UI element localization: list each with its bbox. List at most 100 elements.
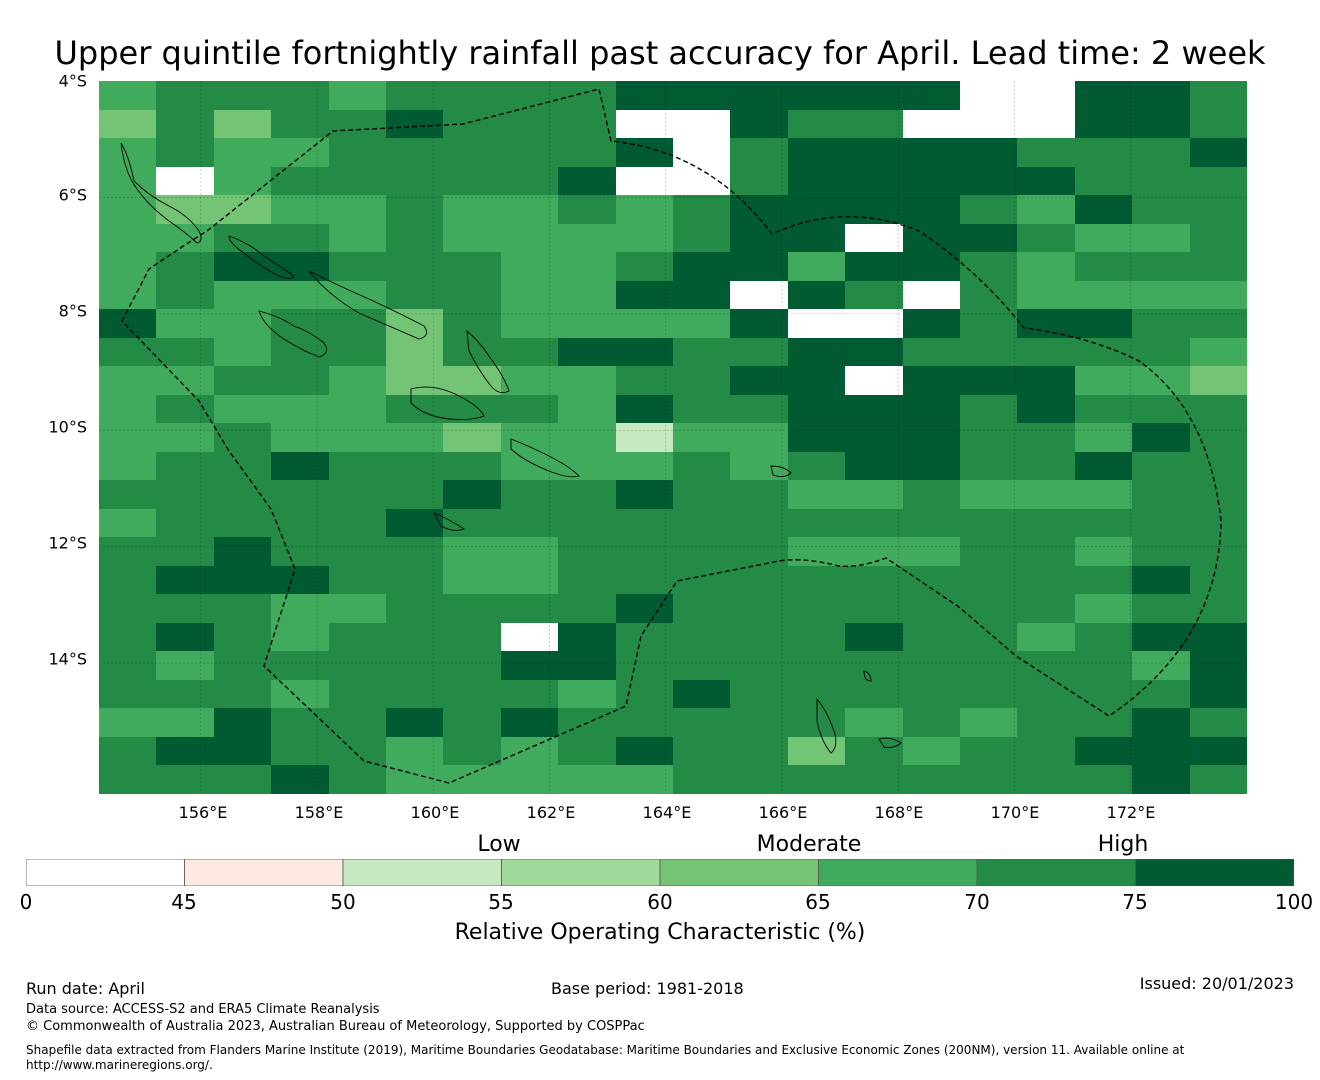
grid-cell [1017,480,1075,509]
grid-cell [616,452,673,480]
grid-cell [386,452,443,480]
grid-cell [1132,623,1190,651]
grid-cell [730,338,788,366]
lat-label-8s: 8°S [58,301,87,321]
grid-cell [960,167,1017,195]
grid-cell [845,765,903,794]
grid-cell [214,480,271,509]
solomon-eez-boundary [121,88,1222,784]
grid-cell [788,281,845,309]
grid-cell [616,195,673,224]
grid-cell [1190,509,1247,537]
grid-cell [99,737,156,765]
island-choiseul [228,235,295,279]
grid-cell [730,138,788,167]
grid-cell [1017,338,1075,366]
grid-cell [616,594,673,623]
grid-cell [1190,594,1247,623]
island-santa-isabel [308,270,428,340]
grid-cell [558,281,616,309]
grid-cell [501,195,558,224]
grid-cell [1017,509,1075,537]
grid-cell [903,195,960,224]
grid-cell [443,537,501,566]
grid-cell [558,566,616,594]
grid-cell [1190,566,1247,594]
grid-cell [1075,509,1132,537]
grid-cell [329,452,386,480]
grid-cell [329,309,386,338]
grid-cell [329,81,386,110]
grid-cell [788,423,845,452]
grid-cell [1132,195,1190,224]
grid-cell [903,509,960,537]
grid-cell [616,110,673,138]
grid-cell [501,594,558,623]
grid-cell [443,480,501,509]
grid-cell [99,680,156,708]
grid-cell [960,509,1017,537]
grid-cell [960,224,1017,252]
grid-cell [329,765,386,794]
grid-cell [1132,680,1190,708]
grid-cell [1075,423,1132,452]
grid-cell [386,737,443,765]
grid-cell [329,737,386,765]
grid-cell [1132,737,1190,765]
grid-cell [1132,138,1190,167]
grid-cell [960,366,1017,395]
grid-cell [386,651,443,680]
island-guadalcanal [410,386,485,421]
grid-cell [156,110,214,138]
grid-cell [558,537,616,566]
grid-cell [443,252,501,281]
island-vanuatu-north [816,697,837,754]
grid-cell [903,623,960,651]
grid-cell [730,110,788,138]
grid-cell [1075,737,1132,765]
grid-cell [156,623,214,651]
island-banks [863,670,872,682]
grid-cell [329,224,386,252]
grid-cell [443,765,501,794]
colorbar-segment [976,859,1136,886]
graticule [99,81,1247,794]
grid-cell [1190,366,1247,395]
grid-cell [329,252,386,281]
grid-cell [673,224,730,252]
grid-cell [1017,366,1075,395]
grid-cell [616,338,673,366]
base-period: Base period: 1981-2018 [551,979,744,998]
grid-cell [1132,651,1190,680]
lon-label-168e: 168°E [874,803,924,822]
grid-cell [903,594,960,623]
grid-cell [845,281,903,309]
grid-cell [99,423,156,452]
grid-cell [730,395,788,423]
island-vanuatu-mid [878,737,902,748]
grid-cell [558,395,616,423]
grid-cell [960,395,1017,423]
grid-cell [271,195,329,224]
grid-cell [1132,765,1190,794]
grid-cell [386,366,443,395]
grid-cell [386,224,443,252]
grid-cell [616,81,673,110]
grid-cell [673,680,730,708]
grid-cell [960,537,1017,566]
grid-cell [673,110,730,138]
lon-label-172e: 172°E [1106,803,1156,822]
grid-cell [271,167,329,195]
grid-cell [845,452,903,480]
grid-cell [558,423,616,452]
lat-label-6s: 6°S [58,185,87,205]
grid-cell [329,395,386,423]
grid-cell [673,737,730,765]
grid-cell [1075,338,1132,366]
category-moderate: Moderate [756,832,862,857]
grid-cell [1075,195,1132,224]
grid-cell [271,138,329,167]
grid-cell [1017,81,1075,110]
grid-cell [329,423,386,452]
grid-cell [673,537,730,566]
